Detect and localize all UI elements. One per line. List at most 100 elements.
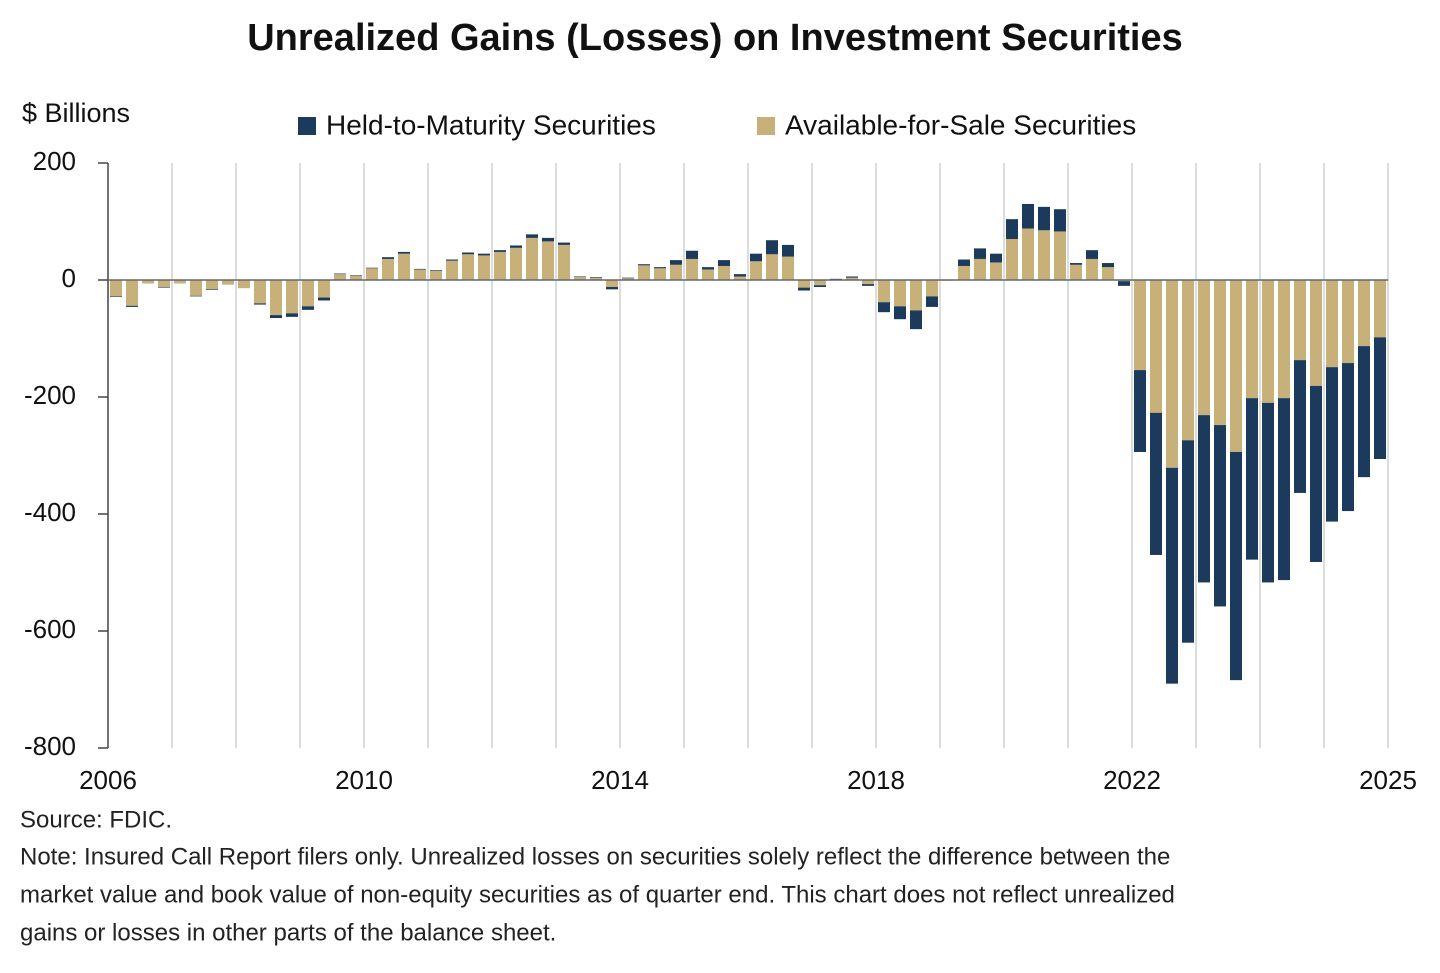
bar-segment (382, 258, 394, 280)
x-tick-label: 2014 (591, 765, 649, 795)
bar-segment (1294, 280, 1306, 361)
bar-segment (1102, 267, 1114, 280)
bar-segment (926, 280, 938, 297)
bar-segment (366, 268, 378, 280)
bar-segment (526, 237, 538, 280)
bar-segment (750, 253, 762, 262)
bar-segment (1070, 264, 1082, 280)
bar-segment (686, 250, 698, 259)
x-tick-label: 2006 (79, 765, 137, 795)
bar-segment (1070, 263, 1082, 265)
bar-segment (478, 253, 490, 256)
y-tick-label: -400 (24, 497, 76, 527)
bar-segment (1374, 337, 1386, 460)
bar-segment (270, 280, 282, 316)
bar-segment (1006, 219, 1018, 240)
bar-segment (1214, 425, 1226, 607)
bar-segment (1182, 280, 1194, 441)
bar-segment (1326, 280, 1338, 368)
bar-segment (142, 280, 154, 284)
bar-segment (190, 295, 202, 297)
x-tick-label: 2018 (847, 765, 905, 795)
bar-segment (622, 277, 634, 279)
bar-segment (606, 287, 618, 290)
bar-segment (174, 280, 186, 284)
bar-segment (862, 280, 874, 285)
bar-segment (958, 259, 970, 266)
bar-segment (1342, 280, 1354, 364)
bar-segment (814, 280, 826, 286)
bar-segment (494, 251, 506, 280)
bar-segment (686, 258, 698, 280)
bar-segment (126, 280, 138, 306)
bar-segment (894, 280, 906, 307)
bar-segment (1182, 440, 1194, 643)
bar-segment (846, 277, 858, 280)
bar-segment (1198, 280, 1210, 416)
bar-segment (622, 278, 634, 280)
bar-segment (782, 244, 794, 257)
bar-segment (302, 306, 314, 310)
legend-swatch (298, 117, 316, 135)
bar-segment (1278, 280, 1290, 399)
x-tick-label: 2025 (1359, 765, 1417, 795)
bar-segment (734, 276, 746, 280)
bar-segment (846, 276, 858, 278)
bar-segment (302, 280, 314, 307)
bar-segment (1150, 280, 1162, 413)
bar-segment (670, 264, 682, 280)
bar-segment (254, 280, 266, 304)
bar-segment (334, 274, 346, 280)
bar-segment (814, 285, 826, 288)
bar-segment (270, 315, 282, 319)
bar-segment (238, 280, 250, 289)
bar-segment (414, 268, 426, 270)
bar-segment (206, 289, 218, 290)
bar-segment (1342, 363, 1354, 512)
bar-segment (1278, 398, 1290, 581)
bar-segment (894, 306, 906, 320)
bar-segment (1262, 402, 1274, 583)
bar-segment (654, 267, 666, 269)
bar-segment (718, 265, 730, 280)
bar-segment (350, 275, 362, 280)
bar-segment (1102, 263, 1114, 268)
bar-segment (974, 248, 986, 259)
bar-segment (1134, 370, 1146, 452)
bar-segment (1230, 451, 1242, 681)
bar-segment (446, 260, 458, 280)
bar-segment (718, 260, 730, 266)
bar-segment (830, 278, 842, 280)
y-axis-label: $ Billions (22, 98, 130, 128)
bar-segment (1230, 280, 1242, 452)
legend-label: Held-to-Maturity Securities (326, 109, 656, 140)
bar-segment (974, 258, 986, 280)
bar-segment (574, 276, 586, 278)
bar-segment (254, 303, 266, 305)
bar-segment (286, 280, 298, 314)
bar-segment (382, 257, 394, 259)
bar-segment (398, 251, 410, 254)
bar-segment (990, 262, 1002, 280)
bar-segment (1310, 385, 1322, 562)
bar-segment (1198, 415, 1210, 583)
bar-segment (542, 237, 554, 242)
bar-segment (1038, 230, 1050, 280)
bar-segment (494, 250, 506, 252)
note-line: gains or losses in other parts of the ba… (20, 919, 556, 946)
x-tick-label: 2022 (1103, 765, 1161, 795)
y-tick-label: 0 (62, 263, 76, 293)
bar-segment (862, 284, 874, 286)
bar-segment (334, 273, 346, 275)
note-line: market value and book value of non-equit… (20, 881, 1175, 908)
bar-segment (398, 253, 410, 280)
bar-segment (654, 268, 666, 280)
bar-segment (350, 275, 362, 276)
bar-segment (110, 280, 122, 297)
bar-segment (1246, 398, 1258, 560)
bar-segment (1006, 239, 1018, 280)
bar-segment (1118, 281, 1130, 286)
bar-segment (734, 274, 746, 277)
y-tick-label: 200 (33, 146, 76, 176)
bar-segment (590, 277, 602, 280)
